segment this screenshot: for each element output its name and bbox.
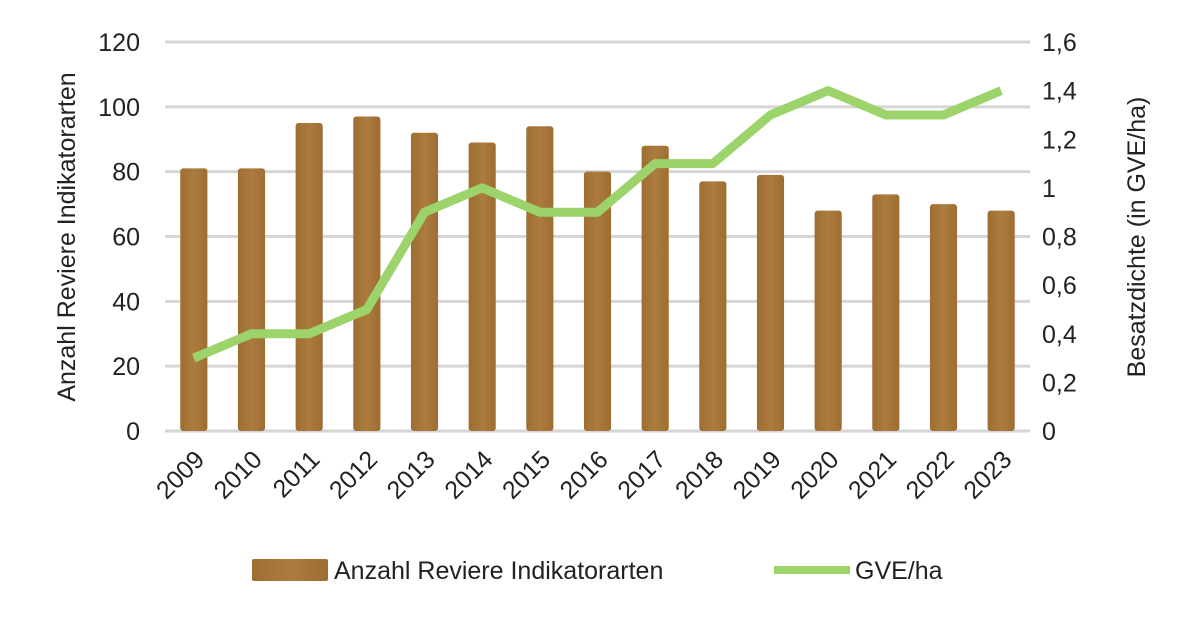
y-tick-label: 80 bbox=[112, 159, 140, 187]
bar-2023 bbox=[987, 210, 1015, 431]
y2-tick-label: 0,2 bbox=[1042, 369, 1077, 397]
bar-2022 bbox=[929, 204, 958, 431]
legend-line-label: GVE/ha bbox=[855, 557, 943, 585]
y-tick-label: 40 bbox=[112, 288, 140, 316]
x-tick-label: 2014 bbox=[439, 445, 498, 504]
bar-2011 bbox=[295, 123, 323, 432]
bar-2009 bbox=[180, 168, 208, 432]
y-tick-label: 120 bbox=[98, 29, 140, 57]
y2-tick-label: 0,6 bbox=[1042, 272, 1077, 300]
bar-2010 bbox=[237, 168, 266, 432]
x-tick-label: 2012 bbox=[324, 445, 383, 504]
bar-2013 bbox=[410, 132, 439, 431]
y-tick-label: 20 bbox=[112, 353, 140, 381]
bar-2020 bbox=[814, 210, 842, 431]
y2-tick-label: 1,2 bbox=[1042, 126, 1077, 154]
x-tick-label: 2013 bbox=[382, 445, 441, 504]
bar-2018 bbox=[699, 181, 727, 431]
bar-2019 bbox=[756, 174, 785, 432]
bar-2016 bbox=[583, 171, 612, 431]
x-tick-label: 2009 bbox=[151, 445, 210, 504]
y2-tick-label: 0 bbox=[1042, 418, 1056, 446]
x-tick-label: 2017 bbox=[612, 445, 671, 504]
y-tick-label: 100 bbox=[98, 94, 140, 122]
y2-tick-label: 0,4 bbox=[1042, 321, 1077, 349]
y2-tick-label: 1,6 bbox=[1042, 29, 1077, 57]
y2-axis-label: Besatzdichte (in GVE/ha) bbox=[1123, 97, 1151, 378]
x-tick-label: 2016 bbox=[555, 445, 614, 504]
bar-2021 bbox=[872, 194, 900, 431]
legend: Anzahl Reviere Indikatorarten GVE/ha bbox=[252, 557, 943, 585]
y2-tick-label: 1 bbox=[1042, 175, 1056, 203]
line-gve-ha bbox=[192, 86, 1003, 363]
bar-2014 bbox=[468, 142, 496, 431]
y-axis-label: Anzahl Reviere Indikatorarten bbox=[53, 72, 81, 401]
x-tick-label: 2023 bbox=[958, 445, 1017, 504]
x-tick-label: 2020 bbox=[785, 445, 844, 504]
x-tick-label: 2021 bbox=[843, 445, 902, 504]
y2-tick-label: 1,4 bbox=[1042, 78, 1077, 106]
y-tick-label: 60 bbox=[112, 224, 140, 252]
bar-2012 bbox=[353, 116, 381, 431]
x-tick-label: 2011 bbox=[268, 445, 326, 503]
x-tick-label: 2022 bbox=[901, 445, 960, 504]
x-tick-label: 2018 bbox=[670, 445, 729, 504]
x-tick-label: 2019 bbox=[728, 445, 787, 504]
legend-bar-label: Anzahl Reviere Indikatorarten bbox=[334, 557, 663, 585]
x-tick-label: 2015 bbox=[497, 445, 556, 504]
bar-2015 bbox=[526, 126, 554, 432]
legend-bar-swatch bbox=[252, 559, 328, 581]
y2-tick-label: 0,8 bbox=[1042, 224, 1077, 252]
x-tick-label: 2010 bbox=[209, 445, 268, 504]
y-tick-label: 0 bbox=[126, 418, 140, 446]
bar-2017 bbox=[641, 145, 669, 431]
